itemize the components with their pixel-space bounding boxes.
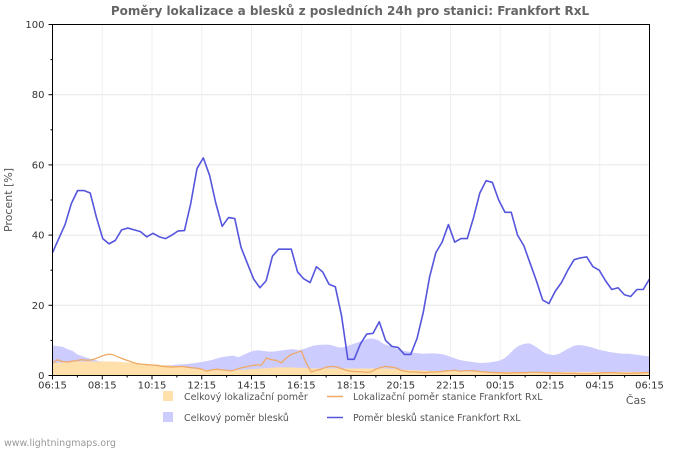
x-tick-label: 02:15 — [536, 381, 565, 392]
x-tick-label: 12:15 — [187, 381, 216, 392]
y-tick-label: 60 — [32, 160, 45, 171]
x-axis-label: Čas — [626, 394, 646, 407]
area-celkov-pom-r-blesk- — [52, 338, 650, 376]
x-tick-label: 10:15 — [138, 381, 167, 392]
grid — [52, 24, 650, 376]
line-pom-r-blesk-stanice-frankfort-rxl — [51, 157, 651, 361]
y-tick-label: 80 — [32, 90, 45, 101]
footer-credit: www.lightningmaps.org — [4, 438, 116, 449]
y-tick-label: 40 — [32, 231, 45, 242]
y-tick-label: 20 — [32, 301, 45, 312]
legend-swatch-total-localization — [163, 391, 173, 401]
y-axis-label: Procent [%] — [2, 168, 15, 232]
y-axis-ticks: 0 20 40 60 80 100 — [25, 20, 53, 382]
x-tick-label: 00:15 — [486, 381, 515, 392]
x-tick-label: 22:15 — [436, 381, 465, 392]
x-tick-label: 08:15 — [88, 381, 117, 392]
y-tick-label: 100 — [25, 20, 44, 31]
line-lokaliza-n-pom-r-stanice-frankfort-rxl — [52, 350, 650, 375]
x-tick-label: 14:15 — [237, 381, 266, 392]
legend-label-total-strokes: Celkový poměr blesků — [184, 413, 289, 424]
x-tick-label: 16:15 — [287, 381, 316, 392]
x-axis-ticks: 06:15 08:15 10:15 12:15 14:15 16:15 18:15 20:15… — [38, 375, 664, 392]
legend-label-total-localization: Celkový lokalizační poměr — [184, 392, 308, 403]
legend: Celkový lokalizační poměr Lokalizační po… — [163, 391, 543, 424]
legend-label-station-strokes: Poměr blesků stanice Frankfort RxL — [353, 413, 521, 424]
legend-swatch-total-strokes — [163, 412, 173, 422]
x-tick-label: 20:15 — [386, 381, 415, 392]
area-series — [52, 338, 650, 376]
area-celkov-lokaliza-n-pom-r — [52, 361, 650, 376]
x-tick-label: 06:15 — [635, 381, 664, 392]
x-tick-label: 18:15 — [337, 381, 366, 392]
y-tick-label: 0 — [38, 371, 44, 382]
chart-title: Poměry lokalizace a blesků z posledních … — [111, 4, 590, 18]
line-series — [51, 157, 651, 375]
x-tick-label: 06:15 — [38, 381, 67, 392]
x-tick-label: 04:15 — [585, 381, 614, 392]
legend-label-station-localization: Lokalizační poměr stanice Frankfort RxL — [353, 392, 543, 403]
